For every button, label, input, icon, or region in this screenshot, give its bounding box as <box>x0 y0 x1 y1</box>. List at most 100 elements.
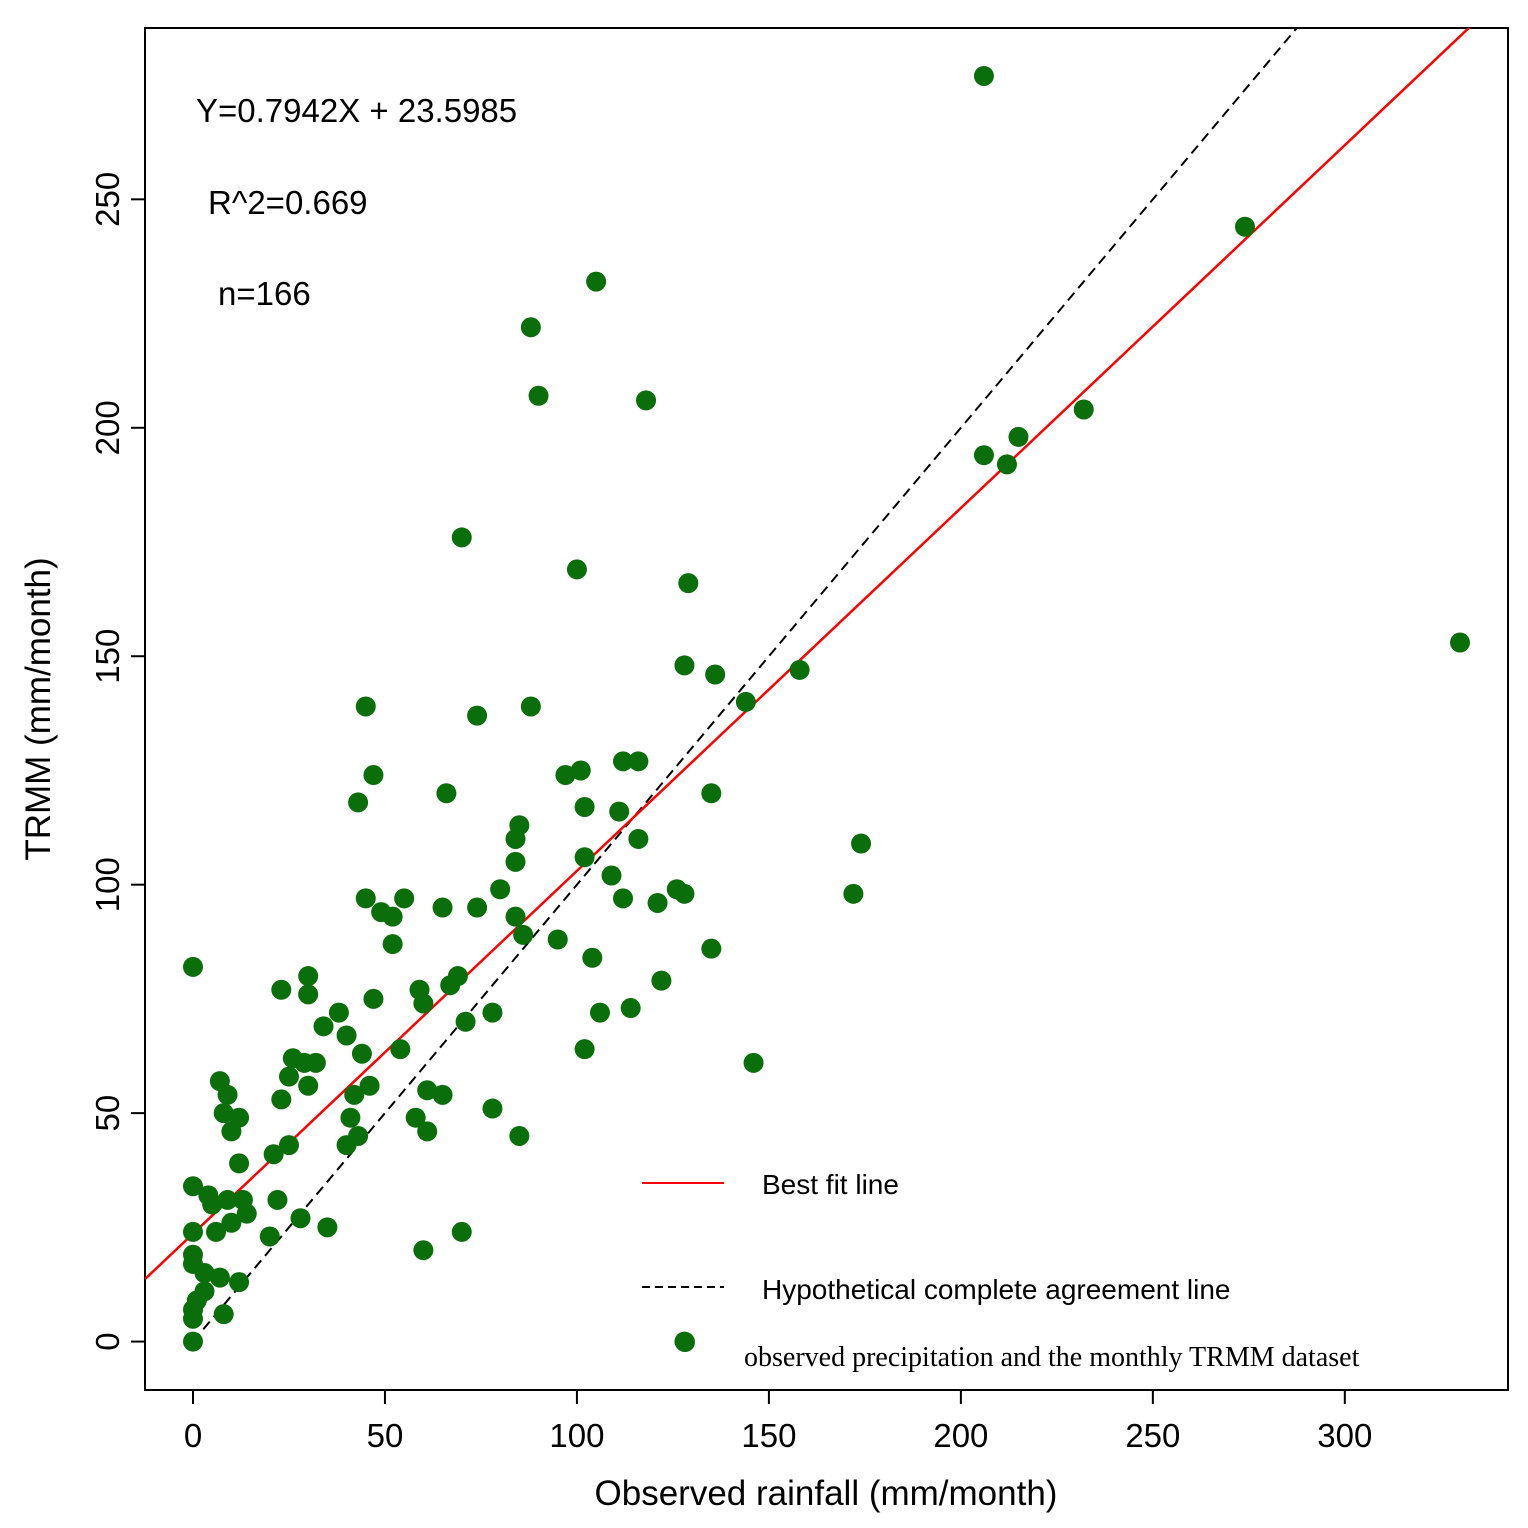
data-point <box>313 1016 334 1037</box>
data-point <box>505 828 526 849</box>
data-point <box>336 1135 357 1156</box>
r2-annotation: R^2=0.669 <box>208 184 368 221</box>
data-point <box>735 691 756 712</box>
y-tick-label: 200 <box>89 400 126 455</box>
data-point <box>651 970 672 991</box>
data-point <box>609 801 630 822</box>
data-point <box>436 783 457 804</box>
data-point <box>570 760 591 781</box>
data-point <box>520 696 541 717</box>
data-point <box>1008 426 1029 447</box>
x-tick-label: 200 <box>933 1417 988 1454</box>
data-point <box>390 1039 411 1060</box>
data-point <box>566 559 587 580</box>
y-axis: 0 50 100 150 200 250 <box>89 172 145 1351</box>
data-point <box>213 1103 234 1124</box>
data-point <box>394 888 415 909</box>
data-point <box>267 1189 288 1210</box>
agreement-line <box>192 28 1299 1343</box>
data-point <box>455 1011 476 1032</box>
data-point <box>628 828 649 849</box>
data-point <box>636 390 657 411</box>
data-point <box>520 317 541 338</box>
data-point <box>290 1208 311 1229</box>
data-point <box>851 833 872 854</box>
data-point <box>182 1221 203 1242</box>
data-point <box>278 1066 299 1087</box>
data-point <box>417 1121 438 1142</box>
data-point <box>305 1052 326 1073</box>
data-point <box>843 883 864 904</box>
data-point <box>589 1002 610 1023</box>
legend-best-fit-label: Best fit line <box>762 1169 899 1200</box>
data-point <box>582 947 603 968</box>
equation-annotation: Y=0.7942X + 23.5985 <box>196 92 517 129</box>
data-point <box>328 1002 349 1023</box>
x-tick-label: 150 <box>741 1417 796 1454</box>
data-point <box>298 984 319 1005</box>
data-point <box>505 851 526 872</box>
data-point <box>555 765 576 786</box>
x-tick-label: 0 <box>184 1417 202 1454</box>
legend: Best fit line Hypothetical complete agre… <box>642 1169 1360 1373</box>
data-point <box>674 883 695 904</box>
data-point <box>221 1212 242 1233</box>
data-point <box>509 1125 530 1146</box>
data-point <box>973 65 994 86</box>
data-point <box>221 1121 242 1142</box>
data-point <box>298 1075 319 1096</box>
legend-points-label: observed precipitation and the monthly T… <box>744 1342 1360 1373</box>
data-point <box>263 1144 284 1165</box>
data-point <box>743 1052 764 1073</box>
data-point <box>382 934 403 955</box>
data-point <box>217 1084 238 1105</box>
y-tick-label: 50 <box>89 1095 126 1132</box>
data-point <box>613 751 634 772</box>
data-point <box>417 1080 438 1101</box>
data-point <box>440 975 461 996</box>
data-point <box>789 659 810 680</box>
data-point <box>217 1189 238 1210</box>
data-point <box>355 888 376 909</box>
y-tick-label: 100 <box>89 857 126 912</box>
plot-frame <box>144 27 1509 1391</box>
data-point <box>351 1043 372 1064</box>
data-point <box>705 664 726 685</box>
data-point <box>413 1240 434 1261</box>
data-point <box>574 797 595 818</box>
data-point <box>601 865 622 886</box>
data-point <box>229 1272 250 1293</box>
x-axis: 0 50 100 150 200 250 300 <box>184 1390 1372 1454</box>
data-point <box>701 783 722 804</box>
data-point <box>1234 216 1255 237</box>
data-point <box>701 938 722 959</box>
data-point <box>213 1304 234 1325</box>
data-point <box>451 527 472 548</box>
data-point <box>451 1221 472 1242</box>
data-point <box>467 705 488 726</box>
data-point <box>482 1002 503 1023</box>
data-point <box>206 1221 227 1242</box>
data-point <box>996 454 1017 475</box>
y-tick-label: 250 <box>89 172 126 227</box>
data-point <box>574 1039 595 1060</box>
n-annotation: n=166 <box>218 275 311 312</box>
data-point <box>490 879 511 900</box>
x-axis-label: Observed rainfall (mm/month) <box>595 1474 1058 1513</box>
data-point <box>547 929 568 950</box>
x-tick-label: 100 <box>549 1417 604 1454</box>
data-point <box>340 1107 361 1128</box>
data-point <box>628 751 649 772</box>
data-point <box>194 1263 215 1284</box>
data-point <box>678 573 699 594</box>
data-point <box>432 897 453 918</box>
data-point <box>405 1107 426 1128</box>
data-point <box>1073 399 1094 420</box>
data-point <box>278 1135 299 1156</box>
data-point <box>182 1176 203 1197</box>
data-point <box>467 897 488 918</box>
y-axis-label: TRMM (mm/month) <box>19 557 58 860</box>
data-point <box>229 1153 250 1174</box>
x-tick-label: 300 <box>1317 1417 1372 1454</box>
